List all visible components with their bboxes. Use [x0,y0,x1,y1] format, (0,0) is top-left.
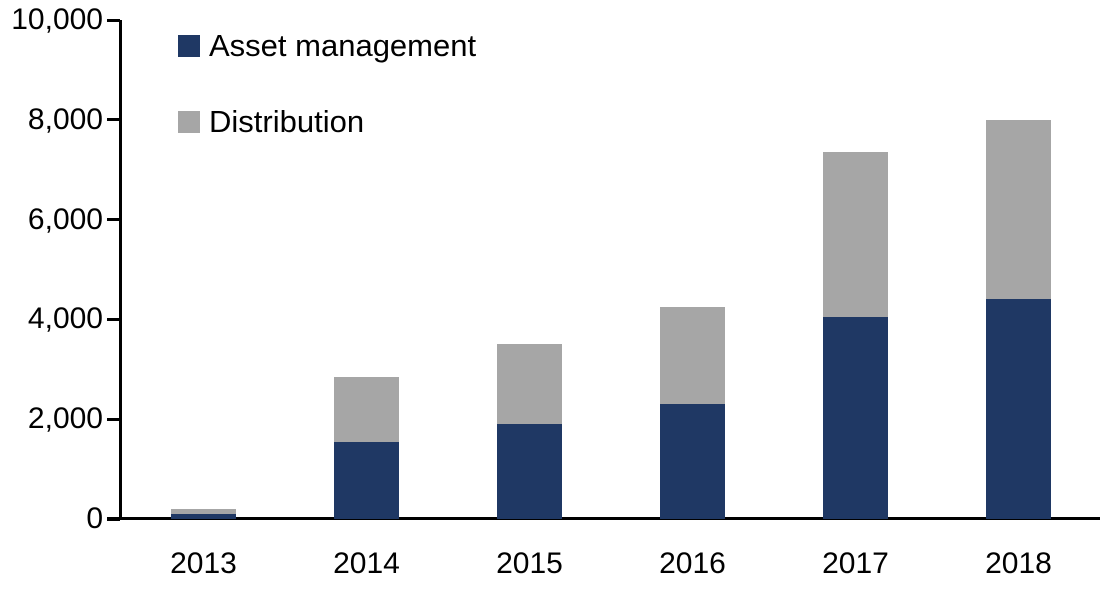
y-tick-mark [107,18,120,22]
y-tick-mark [107,417,120,421]
legend-label: Distribution [209,104,365,139]
bar-segment-distribution-2017 [823,152,888,317]
y-tick-mark [107,118,120,122]
legend-item-asset-management: Asset management [178,30,476,61]
legend: Asset management Distribution [178,30,476,137]
legend-item-distribution: Distribution [178,106,476,137]
y-tick-label: 0 [86,502,103,535]
x-axis-label-2017: 2017 [822,547,889,580]
bar-stack-2013 [171,509,236,519]
plot-area [122,20,1100,519]
bar-stack-2018 [986,119,1051,519]
bar-segment-asset-management-2018 [986,299,1051,519]
bar-segment-asset-management-2014 [334,441,399,519]
bar-segment-distribution-2015 [497,344,562,425]
y-tick-label: 6,000 [27,202,103,236]
x-axis-label-2018: 2018 [985,547,1052,580]
bar-stack-2015 [497,344,562,519]
legend-label: Asset management [209,28,477,63]
y-tick-label: 2,000 [27,402,103,436]
bar-segment-distribution-2014 [334,376,399,442]
x-axis-label-2013: 2013 [170,547,237,580]
y-tick-label: 4,000 [27,302,103,336]
y-tick-mark [107,517,120,521]
y-tick-mark [107,218,120,222]
bar-segment-asset-management-2013 [171,514,236,519]
y-axis-line [119,20,122,520]
bar-stack-2014 [334,376,399,519]
x-axis-label-2014: 2014 [333,547,400,580]
x-axis-label-2016: 2016 [659,547,726,580]
bar-stack-2017 [823,152,888,519]
y-tick-label: 10,000 [11,3,103,36]
bar-segment-distribution-2013 [171,509,236,515]
y-tick-mark [107,317,120,321]
x-axis-label-2015: 2015 [496,547,563,580]
legend-swatch [178,110,200,133]
bar-segment-asset-management-2015 [497,424,562,519]
bar-stack-2016 [660,306,725,519]
x-axis-line [107,517,1100,520]
legend-swatch [178,34,200,57]
bar-segment-distribution-2018 [986,119,1051,300]
bar-segment-asset-management-2016 [660,404,725,519]
y-tick-label: 8,000 [27,102,103,136]
bar-segment-distribution-2016 [660,306,725,405]
bar-segment-asset-management-2017 [823,316,888,519]
